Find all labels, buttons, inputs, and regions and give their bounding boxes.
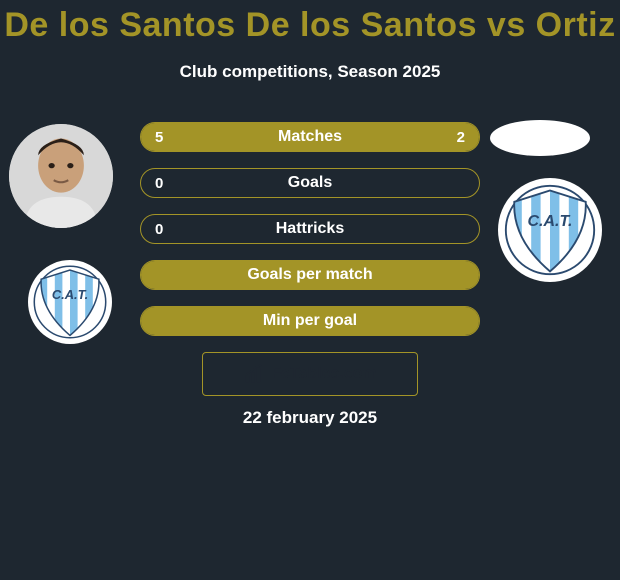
stat-value-right: 2 <box>443 123 479 151</box>
player-left-club-badge: C.A.T. <box>28 260 112 344</box>
stat-value-left: 5 <box>141 123 177 151</box>
club-crest-icon: C.A.T. <box>32 264 108 340</box>
stat-value-left: 0 <box>141 215 177 243</box>
bar-chart-icon <box>243 363 265 385</box>
player-left-avatar <box>9 124 113 228</box>
comparison-infographic: De los Santos De los Santos vs Ortiz Clu… <box>0 0 620 580</box>
stat-row: Goals per match <box>140 260 480 290</box>
brand-text: FcTables.com <box>271 365 377 383</box>
stat-label: Goals per match <box>141 261 479 289</box>
brand-badge: FcTables.com <box>202 352 418 396</box>
player-headshot-icon <box>9 124 113 228</box>
club-crest-icon: C.A.T. <box>503 183 597 277</box>
player-right-club-badge: C.A.T. <box>498 178 602 282</box>
player-right-avatar <box>490 120 590 156</box>
stat-label: Goals <box>141 169 479 197</box>
subtitle: Club competitions, Season 2025 <box>0 62 620 82</box>
stat-row: Min per goal <box>140 306 480 336</box>
stat-value-left: 0 <box>141 169 177 197</box>
club-badge-text: C.A.T. <box>52 287 88 302</box>
club-badge-text: C.A.T. <box>528 213 573 230</box>
page-title: De los Santos De los Santos vs Ortiz <box>0 6 620 45</box>
stat-label: Hattricks <box>141 215 479 243</box>
stat-row: Matches5 2 <box>140 122 480 152</box>
date-label: 22 february 2025 <box>0 408 620 428</box>
comparison-bars: Matches52Goals0Hattricks0Goals per match… <box>140 122 480 352</box>
stat-label: Matches <box>141 123 479 151</box>
stat-row: Hattricks0 <box>140 214 480 244</box>
stat-label: Min per goal <box>141 307 479 335</box>
stat-row: Goals0 <box>140 168 480 198</box>
